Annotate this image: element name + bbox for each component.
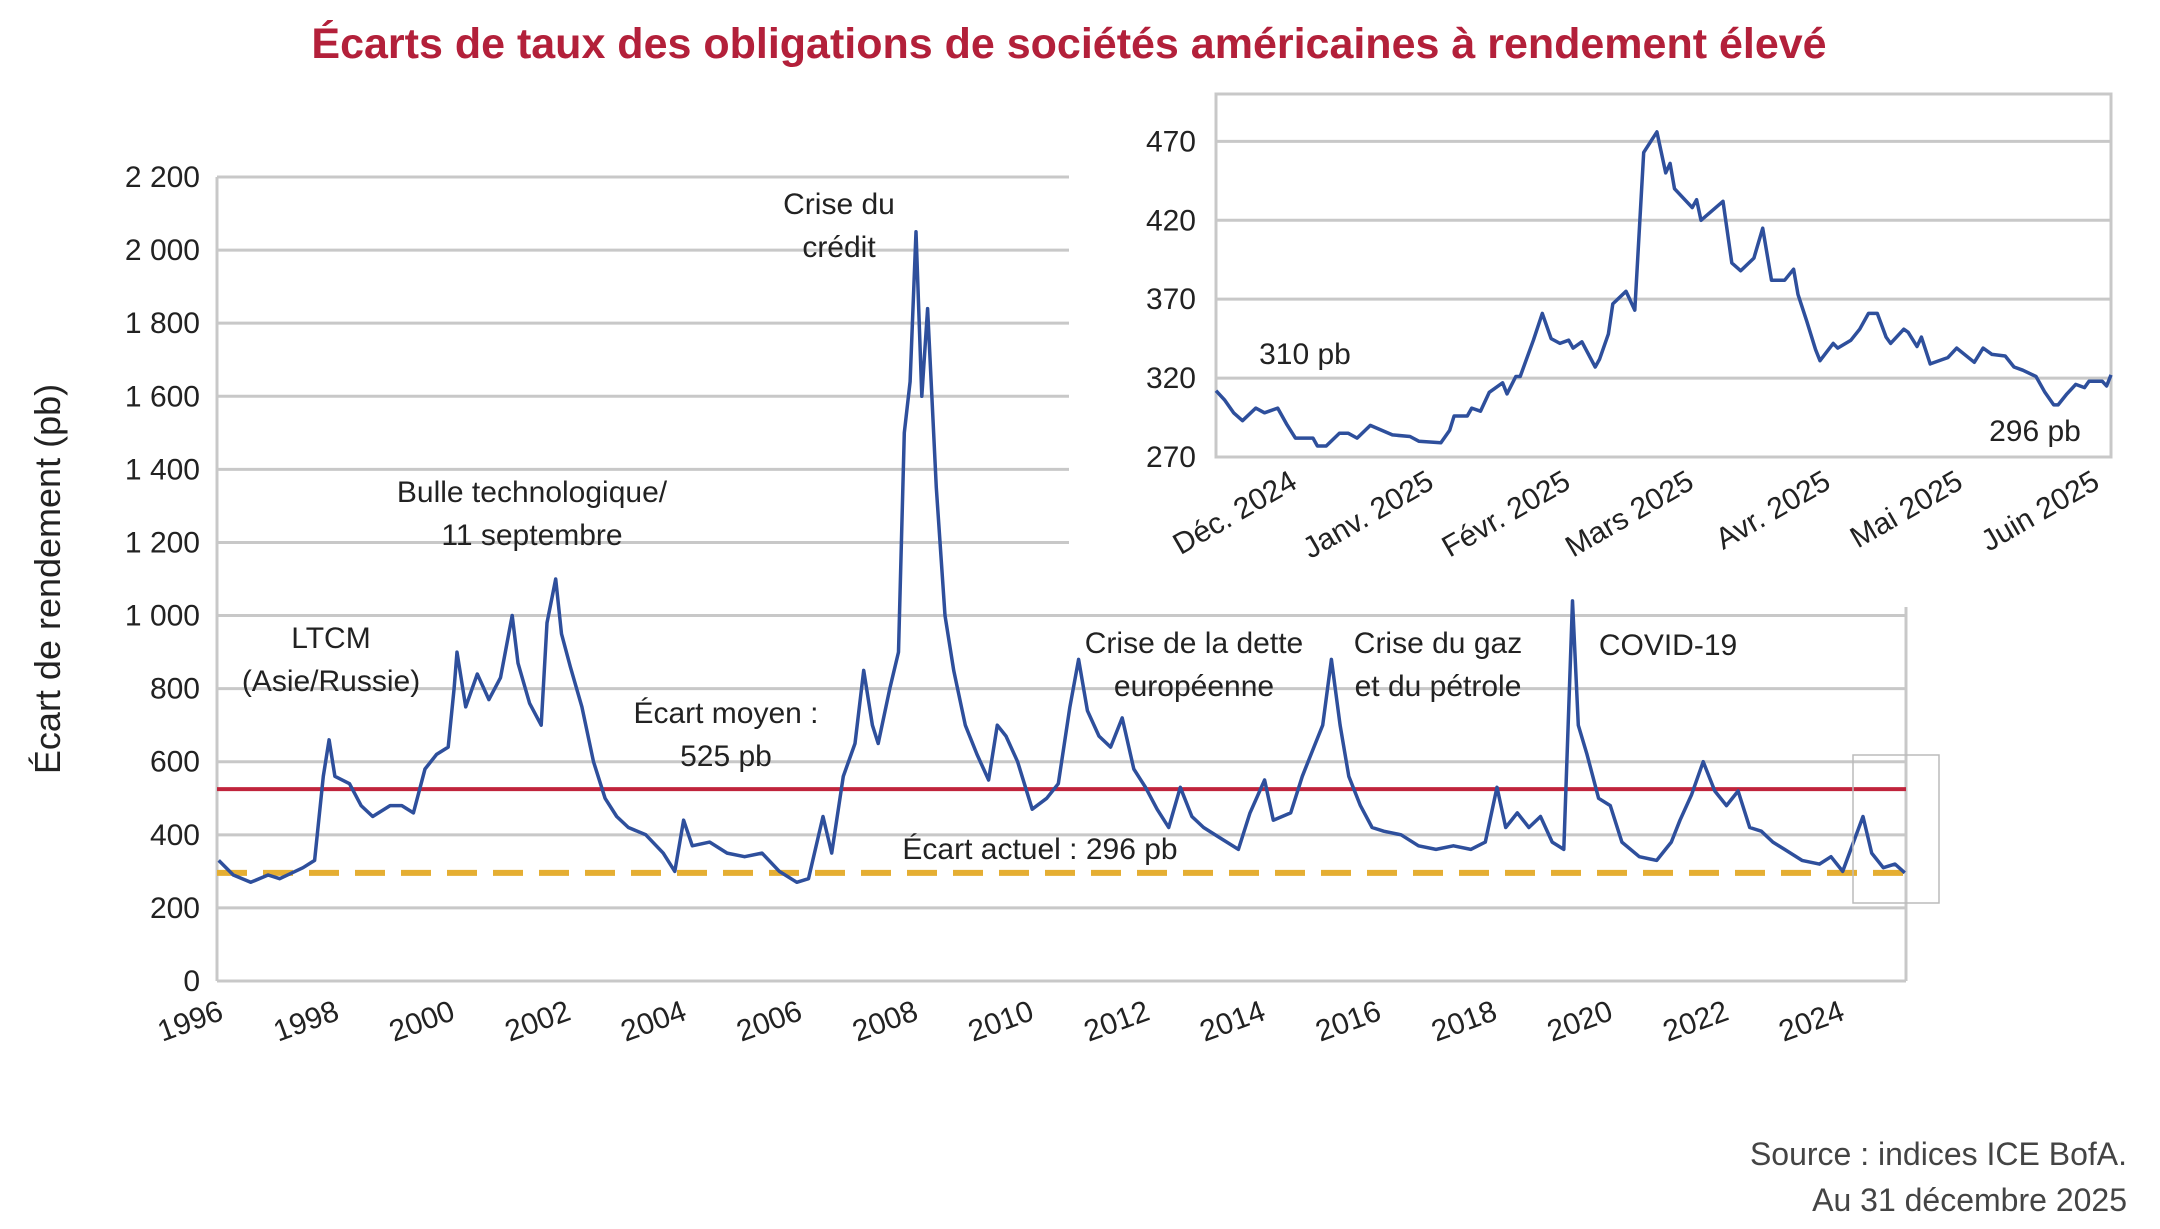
x-tick-label: 1996 (153, 995, 227, 1049)
annotation-euro-debt-line2: européenne (1114, 670, 1274, 703)
y-tick-label: 400 (150, 819, 200, 852)
source-note: Source : indices ICE BofA. (1750, 1136, 2127, 1172)
annotation-tech-bubble-line2: 11 septembre (441, 519, 622, 552)
y-tick-label: 2 000 (125, 234, 200, 267)
average-spread-label: Écart moyen : (633, 697, 818, 730)
inset-backdrop (1069, 60, 2160, 607)
inset-y-tick-label: 470 (1146, 125, 1196, 158)
annotation-oil-gas-line2: et du pétrole (1355, 670, 1522, 703)
inset-series-line (1214, 130, 2113, 448)
y-tick-label: 1 000 (125, 600, 200, 633)
spread-series-line (217, 230, 1906, 885)
x-tick-label: 2000 (385, 995, 459, 1049)
y-tick-label: 1 800 (125, 307, 200, 340)
x-tick-label: 2008 (848, 995, 922, 1049)
y-tick-label: 600 (150, 746, 200, 779)
x-tick-label: 2024 (1775, 995, 1849, 1049)
inset-y-tick-label: 370 (1146, 283, 1196, 316)
x-tick-label: 2018 (1427, 995, 1501, 1049)
inset-y-tick-label: 320 (1146, 362, 1196, 395)
inset-zoom-marker (1852, 754, 1940, 904)
x-tick-label: 2002 (501, 995, 575, 1049)
inset-y-tick-labels: 270 320 370 420 470 (1146, 125, 1196, 474)
as-of-date: Au 31 décembre 2025 (1812, 1182, 2127, 1218)
annotation-credit-crisis: Crise du (783, 188, 895, 221)
annotation-ltcm-line2: (Asie/Russie) (242, 665, 420, 698)
x-tick-label: 2012 (1080, 995, 1154, 1049)
inset-y-tick-label: 270 (1146, 441, 1196, 474)
annotation-credit-crisis-line2: crédit (802, 231, 876, 264)
y-axis-title: Écart de rendement (pb) (27, 384, 68, 774)
current-spread-label: Écart actuel : 296 pb (902, 833, 1177, 866)
y-tick-label: 1 600 (125, 380, 200, 413)
x-tick-label: 2014 (1196, 995, 1270, 1049)
x-tick-label: 2016 (1311, 995, 1385, 1049)
y-tick-label: 800 (150, 673, 200, 706)
inset-y-tick-label: 420 (1146, 204, 1196, 237)
annotation-oil-gas: Crise du gaz (1354, 627, 1522, 660)
annotation-euro-debt: Crise de la dette (1085, 627, 1303, 660)
main-chart: 0 200 400 600 800 1 000 1 200 1 400 1 600 1 800 2 … (27, 60, 2160, 1048)
main-x-tick-labels: 1996 1998 2000 2002 2004 2006 2008 2010 2012 2014… (153, 995, 1848, 1049)
x-tick-label: 2006 (732, 995, 806, 1049)
annotation-covid: COVID-19 (1599, 629, 1737, 662)
inset-end-label: 296 pb (1989, 415, 2081, 448)
main-y-tick-labels: 0 200 400 600 800 1 000 1 200 1 400 1 600 1 800 2 … (125, 161, 200, 998)
annotation-ltcm: LTCM (291, 622, 370, 655)
y-tick-label: 1 400 (125, 453, 200, 486)
inset-border (1214, 92, 2113, 459)
x-tick-label: 2010 (964, 995, 1038, 1049)
y-tick-label: 2 200 (125, 161, 200, 194)
annotation-tech-bubble: Bulle technologique/ (397, 476, 668, 509)
y-tick-label: 200 (150, 892, 200, 925)
inset-start-label: 310 pb (1259, 338, 1351, 371)
x-tick-label: 1998 (269, 995, 343, 1049)
x-tick-label: 2020 (1543, 995, 1617, 1049)
y-tick-label: 1 200 (125, 526, 200, 559)
x-tick-label: 2004 (617, 995, 691, 1049)
y-tick-label: 0 (183, 965, 200, 998)
average-spread-value: 525 pb (680, 740, 772, 773)
x-tick-label: 2022 (1659, 995, 1733, 1049)
